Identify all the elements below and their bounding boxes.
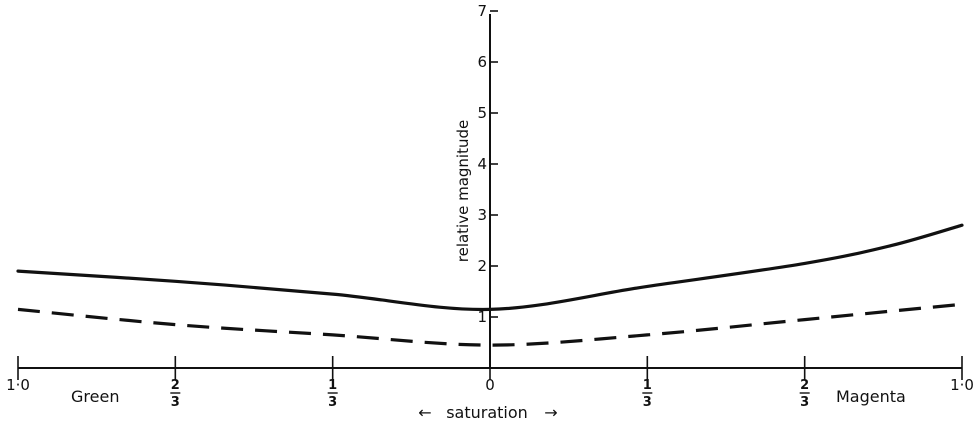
axes <box>18 14 962 369</box>
x-tick-numerator-5: 2 <box>800 378 809 393</box>
y-tick-label-3: 3 <box>477 206 487 224</box>
x-tick-label-6: 1·0 <box>950 376 974 394</box>
x-tick-denominator-1: 3 <box>171 395 180 410</box>
x-tick-fraction-4: 13 <box>642 378 653 410</box>
x-axis-title: ← saturation → <box>418 403 557 422</box>
side-label-magenta: Magenta <box>836 387 906 406</box>
x-tick-fraction-2: 13 <box>327 378 338 410</box>
x-tick-numerator-4: 1 <box>643 378 652 393</box>
x-tick-denominator-4: 3 <box>643 395 652 410</box>
y-tick-label-1: 1 <box>477 308 487 326</box>
x-axis-right-arrow: → <box>544 403 557 422</box>
x-tick-fraction-5: 23 <box>799 378 810 410</box>
x-tick-numerator-2: 1 <box>328 378 337 393</box>
x-tick-numerator-1: 2 <box>171 378 180 393</box>
y-ticks: 1 2 3 4 5 6 7 <box>477 2 498 326</box>
series-layer <box>16 223 964 347</box>
x-tick-label-3: 0 <box>485 376 495 394</box>
series-line-dashed <box>17 302 963 347</box>
x-tick-fraction-1: 23 <box>170 378 181 410</box>
y-tick-label-7: 7 <box>477 2 487 20</box>
y-tick-label-2: 2 <box>477 257 487 275</box>
x-axis-label: saturation <box>446 403 528 422</box>
x-tick-denominator-2: 3 <box>328 395 337 410</box>
y-axis-label: relative magnitude <box>454 120 472 263</box>
series-line-solid <box>16 223 964 312</box>
y-tick-label-5: 5 <box>477 104 487 122</box>
y-tick-label-6: 6 <box>477 53 487 71</box>
x-tick-denominator-5: 3 <box>800 395 809 410</box>
x-tick-label-0: 1·0 <box>6 376 30 394</box>
x-axis-left-arrow: ← <box>418 403 431 422</box>
y-tick-label-4: 4 <box>477 155 487 173</box>
side-label-green: Green <box>71 387 119 406</box>
